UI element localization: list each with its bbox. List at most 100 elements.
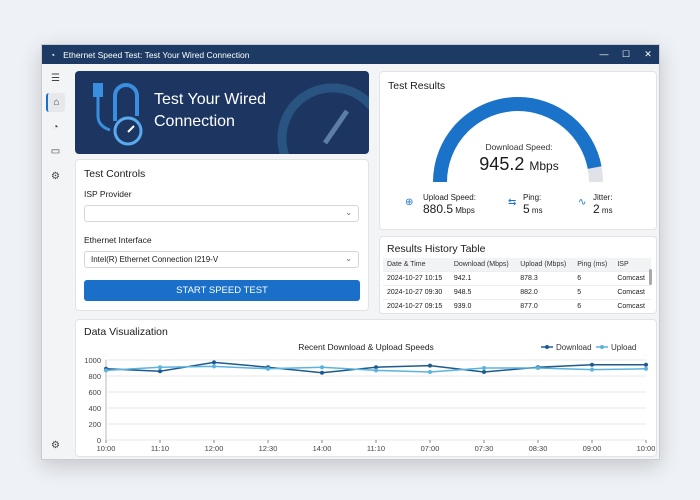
jitter-unit: ms (601, 206, 613, 215)
x-tick-label: 11:10 (151, 444, 169, 453)
legend-label-upload: Upload (611, 343, 636, 352)
download-label: Download Speed: (485, 142, 553, 152)
app-speed-icon: ◔ (50, 49, 56, 60)
data-point-download (320, 370, 324, 375)
data-point-upload (266, 366, 270, 371)
data-point-upload (374, 368, 378, 373)
data-point-upload (590, 367, 594, 372)
maximize-button[interactable]: ☐ (621, 49, 631, 59)
ethernet-interface-select[interactable]: Intel(R) Ethernet Connection I219-V ⌄ (84, 251, 359, 268)
table-header: Date & Time Download (Mbps) Upload (Mbps) P… (383, 258, 651, 272)
chevron-down-icon: ⌄ (345, 254, 352, 263)
data-point-upload (104, 368, 108, 373)
data-point-download (590, 362, 594, 367)
test-controls-title: Test Controls (84, 168, 146, 180)
swap-arrows-icon: ⇆ (508, 197, 517, 208)
download-gauge (433, 97, 603, 183)
col-date[interactable]: Date & Time (383, 258, 450, 272)
upload-unit: Mbps (455, 206, 475, 215)
cell: 5 (573, 285, 614, 300)
cell: 948.5 (449, 285, 517, 300)
history-title: Results History Table (387, 243, 486, 255)
jitter-stat: ∿ Jitter: 2 ms (578, 193, 613, 216)
device-icon[interactable]: ▭ (50, 146, 61, 157)
ping-unit: ms (531, 206, 543, 215)
start-speed-test-button[interactable]: START SPEED TEST (84, 280, 360, 301)
x-tick-label: 12:00 (205, 444, 224, 453)
col-isp[interactable]: ISP (613, 258, 651, 272)
data-visualization-panel: Data Visualization Recent Download & Upl… (75, 319, 657, 457)
upload-stat: ⊕ Upload Speed: 880.5 Mbps (405, 193, 476, 216)
legend-marker (545, 345, 549, 349)
x-tick-label: 11:10 (367, 444, 385, 453)
col-upload[interactable]: Upload (Mbps) (516, 258, 574, 272)
isp-provider-select[interactable]: ⌄ (84, 205, 359, 222)
cell: 939.0 (449, 299, 517, 313)
cell: Comcast (613, 285, 651, 300)
x-tick-label: 09:00 (583, 444, 602, 453)
cell: Comcast (613, 299, 651, 313)
chart-title: Recent Download & Upload Speeds (298, 342, 434, 352)
legend-label-download: Download (556, 343, 592, 352)
jitter-value: 2 (593, 202, 600, 216)
close-button[interactable]: ✕ (644, 49, 652, 59)
data-point-upload (482, 366, 486, 370)
minimize-button[interactable]: — (599, 49, 609, 59)
menu-icon[interactable]: ☰ (51, 73, 60, 84)
cell: 877.0 (516, 299, 574, 313)
test-results-panel: Test Results Download Speed: 945.2 Mbps … (379, 71, 657, 230)
table-scrollbar[interactable] (649, 269, 652, 285)
cell: 942.1 (449, 271, 517, 286)
data-point-upload (536, 366, 540, 370)
table-row[interactable]: 2024-10-27 09:15 939.0 877.0 6 Comcast (383, 299, 651, 313)
x-tick-label: 10:00 (97, 444, 116, 453)
legend-marker (600, 345, 604, 349)
x-tick-label: 07:30 (475, 444, 494, 453)
upload-arrow-icon: ⊕ (405, 197, 414, 208)
y-tick-label: 1000 (84, 356, 101, 365)
data-point-upload (158, 365, 162, 370)
gauge-fill (433, 97, 603, 183)
wave-icon: ∿ (578, 197, 587, 208)
col-download[interactable]: Download (Mbps) (449, 258, 517, 272)
cell: 6 (573, 271, 614, 286)
download-value: 945.2 (479, 154, 525, 174)
download-unit: Mbps (529, 159, 559, 173)
app-window: ◔ Ethernet Speed Test: Test Your Wired C… (41, 44, 660, 460)
col-ping[interactable]: Ping (ms) (573, 258, 614, 272)
data-point-download (374, 365, 378, 370)
ethernet-lock-illustration-icon (93, 83, 369, 154)
home-icon[interactable]: ⌂ (46, 93, 65, 112)
x-tick-label: 07:00 (421, 444, 440, 453)
table-row[interactable]: 2024-10-27 09:30 948.5 882.0 5 Comcast (383, 285, 651, 300)
data-point-download (212, 360, 216, 365)
history-table: Date & Time Download (Mbps) Upload (Mbps) P… (383, 258, 651, 313)
jitter-label: Jitter: (593, 193, 613, 202)
data-point-download (428, 363, 432, 368)
table-row[interactable]: 2024-10-27 10:15 942.1 878.3 6 Comcast (383, 271, 651, 286)
y-tick-label: 200 (88, 420, 101, 429)
window-title: Ethernet Speed Test: Test Your Wired Con… (63, 49, 250, 60)
data-point-upload (644, 366, 648, 371)
y-tick-label: 800 (88, 372, 101, 381)
x-tick-label: 12:30 (259, 444, 278, 453)
speedometer-icon[interactable]: ◔ (52, 122, 59, 133)
upload-value: 880.5 (423, 202, 454, 216)
settings-icon[interactable]: ⚙ (51, 171, 60, 182)
y-tick-label: 600 (88, 388, 101, 397)
cell: 2024-10-27 09:15 (383, 299, 450, 313)
x-tick-label: 08:30 (529, 444, 548, 453)
cell: 2024-10-27 09:30 (383, 285, 450, 300)
cell: 878.3 (516, 271, 574, 286)
settings-footer-icon[interactable]: ⚙ (51, 440, 60, 451)
test-controls-panel: Test Controls ISP Provider ⌄ Ethernet In… (75, 159, 369, 311)
ethernet-interface-label: Ethernet Interface (84, 235, 152, 245)
ping-label: Ping: (523, 193, 542, 202)
title-bar: ◔ Ethernet Speed Test: Test Your Wired C… (42, 45, 659, 64)
ping-stat: ⇆ Ping: 5 ms (508, 193, 543, 216)
history-panel: Results History Table Date & Time Downloa… (379, 236, 657, 314)
cell: 882.0 (516, 285, 574, 300)
banner-title-line1: Test Your Wired (154, 91, 267, 108)
ping-value: 5 (523, 202, 530, 216)
y-tick-label: 0 (97, 436, 101, 445)
